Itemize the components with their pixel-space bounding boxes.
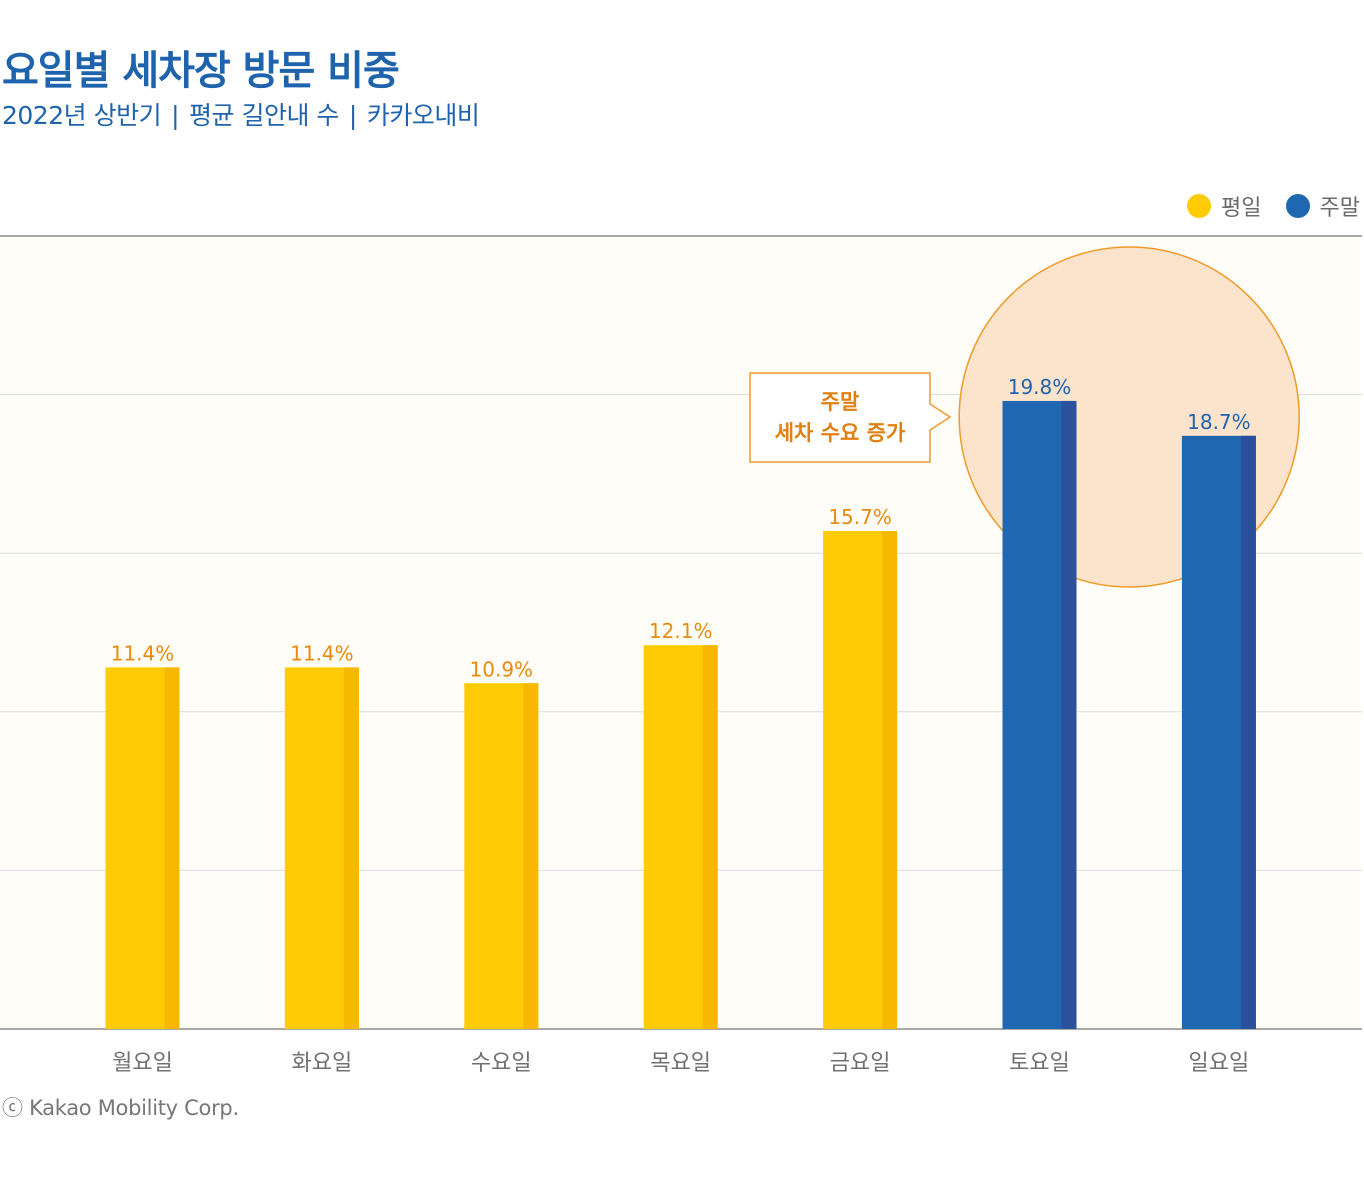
x-tick-label-1: 월요일	[112, 1051, 173, 1076]
data-label-3: 10.9%	[470, 657, 534, 681]
annotation-text: 주말 세차 수요 증가	[750, 373, 930, 462]
legend-item-weekend: 주말	[1285, 190, 1360, 222]
chart-legend: 평일 주말	[1187, 190, 1360, 222]
chart-title: 요일별 세차장 방문 비중	[2, 48, 400, 94]
subtitle-period: 2022년 상반기	[2, 101, 162, 130]
bar-shade-4	[702, 645, 718, 1029]
annotation-line-2: 세차 수요 증가	[774, 420, 906, 445]
annotation-line-1: 주말	[820, 389, 860, 414]
data-label-6: 19.8%	[1008, 375, 1072, 399]
legend-label-weekday: 평일	[1221, 196, 1262, 221]
legend-dot-weekday	[1187, 194, 1212, 218]
chart-subtitle: 2022년 상반기 | 평균 길안내 수 | 카카오내비	[2, 96, 480, 132]
copyright-credit: ⓒ Kakao Mobility Corp.	[2, 1096, 239, 1120]
data-label-5: 15.7%	[828, 505, 892, 529]
subtitle-metric: 평균 길안내 수	[189, 101, 339, 130]
data-label-1: 11.4%	[111, 641, 175, 665]
bar-shade-6	[1061, 400, 1077, 1030]
x-tick-label-3: 수요일	[471, 1051, 532, 1076]
legend-item-weekday: 평일	[1187, 190, 1262, 222]
x-tick-label-6: 토요일	[1009, 1051, 1070, 1076]
data-label-4: 12.1%	[649, 619, 713, 643]
bar-shade-2	[343, 667, 359, 1029]
bar-shade-7	[1240, 435, 1256, 1029]
bar-shade-1	[164, 667, 180, 1029]
bar-shade-3	[523, 683, 539, 1029]
annotation-callout-box	[749, 372, 952, 463]
subtitle-divider: |	[348, 101, 357, 130]
legend-label-weekend: 주말	[1319, 196, 1360, 221]
bar-shade-5	[882, 530, 898, 1029]
subtitle-source: 카카오내비	[366, 101, 480, 130]
x-tick-label-7: 일요일	[1189, 1051, 1250, 1076]
subtitle-divider: |	[171, 101, 180, 130]
x-tick-label-4: 목요일	[650, 1051, 711, 1076]
legend-dot-weekend	[1285, 194, 1310, 218]
x-tick-label-2: 화요일	[292, 1051, 353, 1076]
data-label-2: 11.4%	[290, 641, 354, 665]
x-tick-label-5: 금요일	[830, 1051, 891, 1076]
data-label-7: 18.7%	[1187, 410, 1251, 434]
